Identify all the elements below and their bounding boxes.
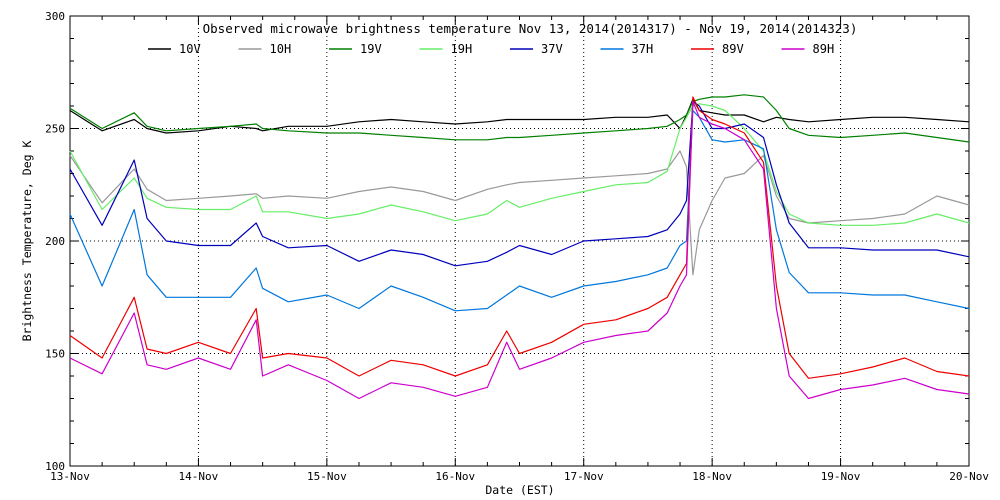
y-tick-label: 300: [45, 10, 65, 23]
y-tick-label: 200: [45, 235, 65, 248]
series-line-89v: [69, 96, 970, 379]
series-line-19h: [69, 103, 970, 226]
legend-label: 10H: [270, 42, 292, 56]
legend-label: 89V: [722, 42, 744, 56]
y-tick-labels: 100 150 200 250 300: [45, 10, 65, 473]
series-line-10v: [69, 98, 970, 134]
y-tick-label: 250: [45, 123, 65, 136]
x-tick-label: 19-Nov: [821, 470, 861, 483]
series-lines: [69, 94, 970, 400]
x-axis-title: Date (EST): [485, 483, 554, 497]
chart-title: Observed microwave brightness temperatur…: [203, 21, 858, 36]
x-tick-label: 14-Nov: [179, 470, 219, 483]
legend-label: 37H: [632, 42, 654, 56]
legend: 10V 10H 19V 19H 37V 37H 89V 89H: [148, 42, 834, 56]
x-tick-label: 16-Nov: [435, 470, 475, 483]
series-line-19v: [69, 94, 970, 143]
series-line-37v: [69, 100, 970, 267]
x-tick-label: 15-Nov: [307, 470, 347, 483]
series-line-89h: [69, 100, 970, 400]
series-line-37h: [69, 109, 970, 312]
y-axis-title: Brightness Temperature, Deg K: [20, 141, 34, 342]
y-tick-label: 150: [45, 348, 65, 361]
legend-label: 89H: [813, 42, 835, 56]
y-tick-label: 100: [45, 460, 65, 473]
x-tick-label: 13-Nov: [50, 470, 90, 483]
legend-label: 19H: [451, 42, 473, 56]
legend-label: 19V: [360, 42, 382, 56]
x-tick-label: 18-Nov: [692, 470, 732, 483]
x-tick-label: 20-Nov: [949, 470, 989, 483]
x-tick-label: 17-Nov: [564, 470, 604, 483]
legend-label: 37V: [541, 42, 563, 56]
legend-label: 10V: [179, 42, 201, 56]
x-tick-labels: 13-Nov 14-Nov 15-Nov 16-Nov 17-Nov 18-Nov 19-N…: [50, 470, 989, 483]
